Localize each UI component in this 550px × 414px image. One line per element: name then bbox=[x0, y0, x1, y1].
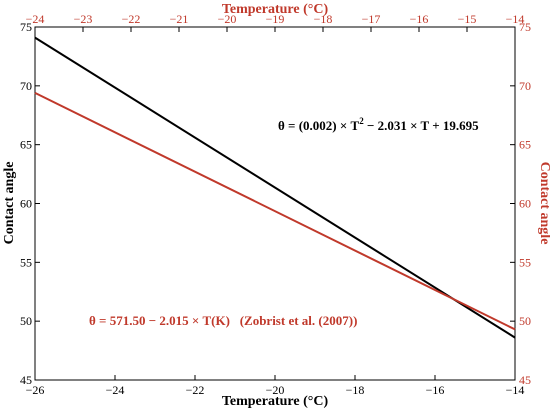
right-tick-label: 60 bbox=[519, 197, 531, 211]
right-axis: 45 50 55 60 65 70 75 bbox=[510, 20, 531, 387]
top-tick-label: −22 bbox=[122, 12, 141, 26]
top-tick-label: −14 bbox=[506, 12, 525, 26]
left-tick-label: 45 bbox=[20, 373, 32, 387]
bottom-tick-label: −22 bbox=[186, 383, 205, 397]
bottom-tick-label: −26 bbox=[26, 383, 45, 397]
right-tick-label: 50 bbox=[519, 314, 531, 328]
bottom-axis: −26 −24 −22 −20 −18 −16 −14 bbox=[26, 375, 525, 397]
bottom-axis-title: Temperature (°C) bbox=[222, 394, 329, 409]
right-tick-label: 55 bbox=[519, 255, 531, 269]
top-tick-label: −23 bbox=[74, 12, 93, 26]
left-tick-label: 60 bbox=[20, 197, 32, 211]
left-axis-title: Contact angle bbox=[2, 162, 17, 245]
black-curve-equation: θ = (0.002) × T2 − 2.031 × T + 19.695 bbox=[278, 116, 479, 133]
right-tick-label: 45 bbox=[519, 373, 531, 387]
top-tick-label: −17 bbox=[362, 12, 381, 26]
right-tick-label: 75 bbox=[519, 20, 531, 34]
bottom-tick-label: −18 bbox=[346, 383, 365, 397]
top-axis: −24 −23 −22 −21 −20 −19 −18 −17 −16 −15 −14 bbox=[26, 12, 525, 32]
left-tick-label: 65 bbox=[20, 138, 32, 152]
right-axis-title: Contact angle bbox=[537, 162, 550, 245]
series-layer bbox=[34, 36, 516, 339]
top-tick-label: −15 bbox=[458, 12, 477, 26]
top-tick-label: −16 bbox=[410, 12, 429, 26]
series-line-2 bbox=[34, 92, 516, 331]
top-tick-label: −20 bbox=[218, 12, 237, 26]
left-tick-label: 75 bbox=[20, 20, 32, 34]
top-tick-label: −21 bbox=[170, 12, 189, 26]
bottom-tick-label: −16 bbox=[426, 383, 445, 397]
top-tick-label: −19 bbox=[266, 12, 285, 26]
bottom-tick-label: −14 bbox=[506, 383, 525, 397]
bottom-tick-label: −20 bbox=[266, 383, 285, 397]
left-axis: 45 50 55 60 65 70 75 bbox=[20, 20, 40, 387]
left-tick-label: 70 bbox=[20, 79, 32, 93]
top-tick-label: −24 bbox=[26, 12, 45, 26]
right-tick-label: 70 bbox=[519, 79, 531, 93]
right-tick-label: 65 bbox=[519, 138, 531, 152]
left-tick-label: 50 bbox=[20, 314, 32, 328]
top-tick-label: −18 bbox=[314, 12, 333, 26]
bottom-tick-label: −24 bbox=[106, 383, 125, 397]
left-tick-label: 55 bbox=[20, 255, 32, 269]
red-curve-equation: θ = 571.50 − 2.015 × T(K) (Zobrist et al… bbox=[89, 313, 357, 328]
series-line-1 bbox=[34, 36, 516, 339]
top-axis-title: Temperature (°C) bbox=[222, 2, 329, 17]
